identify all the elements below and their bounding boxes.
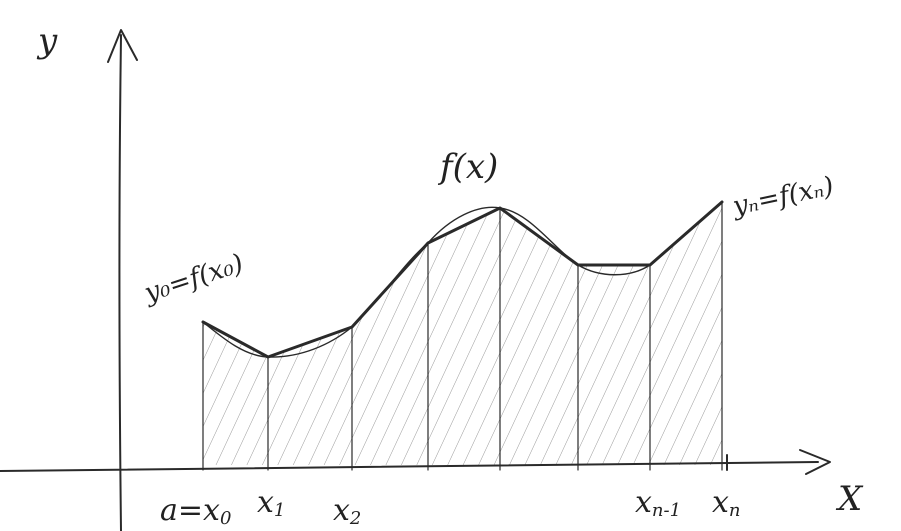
right-endpoint-label: yₙ=f(xₙ) [729,171,836,222]
x-axis-arrow-icon [799,449,831,475]
y-axis-arrow-icon [107,29,138,63]
hatched-area [203,202,722,465]
x-tick-label-x2: x2 [333,493,361,529]
x-tick-label-xn-1: xn-1 [635,485,681,521]
partition-lines [202,201,723,471]
curve-label: f(x) [437,147,498,187]
left-endpoint-label: y₀=f(x₀) [140,249,247,309]
trapezoid-chords [201,200,724,359]
y-axis-label: y [36,21,58,61]
x-tick-label-xn: xn [712,485,741,521]
x-axis-label: X [835,479,864,519]
function-curve [202,201,723,358]
x-axis [0,449,831,475]
x-tick-label-x1: x1 [257,485,285,521]
y-axis [107,29,138,531]
x-tick-label-x0: a=x0 [160,493,231,529]
x-tick-labels: a=x0 x1 x2 xn-1 xn [160,485,741,529]
